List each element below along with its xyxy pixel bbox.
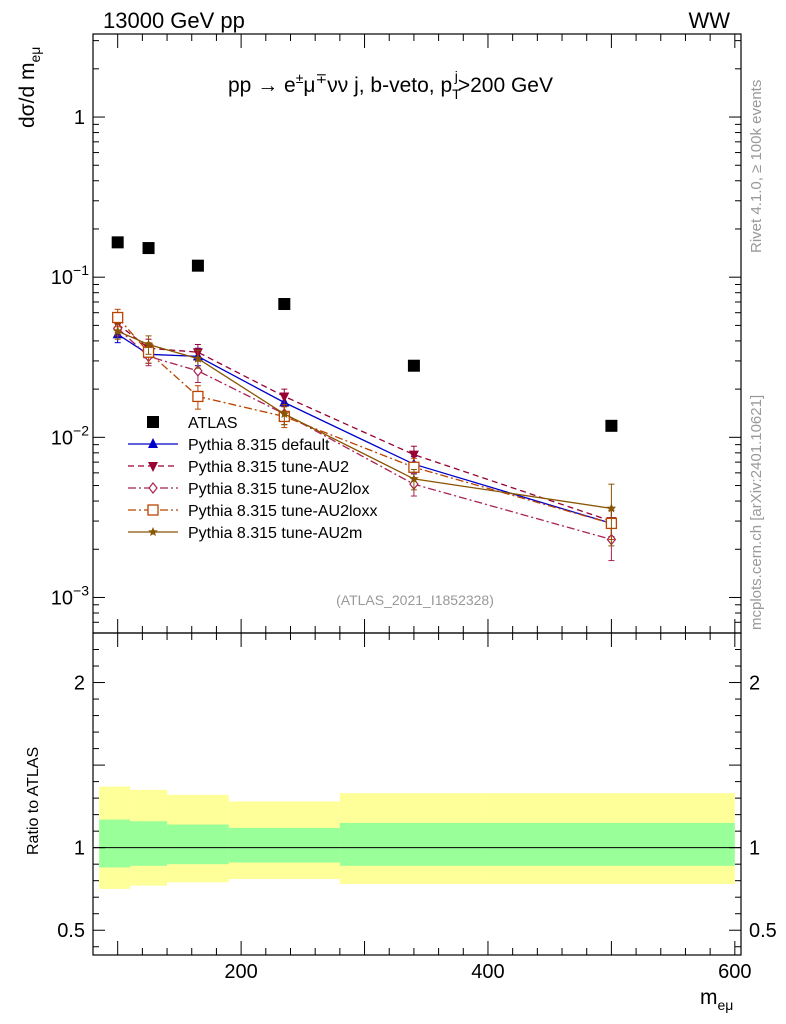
data-marker-star bbox=[193, 353, 203, 363]
data-marker-square bbox=[407, 359, 420, 372]
main-plot-frame bbox=[92, 33, 742, 634]
data-marker-open-square bbox=[112, 311, 124, 324]
series-line bbox=[117, 330, 612, 510]
rivet-version-label: Rivet 4.1.0, ≥ 100k events bbox=[748, 80, 765, 253]
data-marker-diamond bbox=[148, 482, 158, 494]
y-tick-label: 10−1 bbox=[51, 262, 89, 289]
data-marker-star bbox=[606, 503, 617, 513]
series-0 bbox=[111, 236, 618, 432]
x-axis-label: meμ bbox=[700, 986, 733, 1013]
inner-band-bin bbox=[167, 824, 229, 865]
legend: ATLAS Pythia 8.315 default Pythia 8.315 tu… bbox=[128, 415, 377, 542]
y-tick-label: 10−2 bbox=[51, 422, 89, 449]
legend-entry: ATLAS bbox=[147, 415, 238, 432]
data-marker-open-square bbox=[192, 390, 204, 403]
data-marker-star bbox=[143, 339, 154, 349]
data-marker-star bbox=[112, 326, 123, 336]
process-label: WW bbox=[688, 8, 730, 33]
legend-label: Pythia 8.315 tune-AU2m bbox=[188, 525, 362, 542]
data-marker-triangle-down bbox=[408, 450, 419, 461]
legend-entry: Pythia 8.315 tune-AU2lox bbox=[128, 481, 369, 498]
data-marker-square bbox=[142, 242, 155, 255]
series-line bbox=[117, 317, 612, 525]
legend-entry: Pythia 8.315 tune-AU2loxx bbox=[128, 503, 377, 520]
y-axis-label: dσ/d meμ bbox=[16, 47, 43, 128]
legend-label: Pythia 8.315 tune-AU2 bbox=[188, 459, 349, 476]
series-line bbox=[117, 323, 612, 522]
data-marker-star bbox=[279, 408, 290, 418]
inner-band-bin bbox=[99, 819, 131, 868]
data-marker-star bbox=[148, 527, 158, 536]
data-marker-square bbox=[605, 419, 618, 432]
analysis-watermark: (ATLAS_2021_I1852328) bbox=[336, 592, 494, 608]
ratio-y-tick-label-right: 0.5 bbox=[749, 920, 777, 942]
legend-label: Pythia 8.315 tune-AU2lox bbox=[188, 481, 369, 498]
legend-entry: Pythia 8.315 default bbox=[128, 437, 330, 454]
data-marker-square bbox=[278, 298, 291, 311]
data-marker-open-square bbox=[147, 504, 159, 516]
legend-entry: Pythia 8.315 tune-AU2 bbox=[128, 459, 349, 476]
data-marker-star bbox=[409, 473, 419, 483]
data-marker-square bbox=[111, 236, 124, 249]
inner-band-bin bbox=[130, 821, 168, 866]
inner-band-bin bbox=[339, 822, 488, 866]
axis-ticks: 1 10−1 10−2 10−3 200 400 600 2 2 1 1 0.5 0.5 bbox=[51, 34, 777, 983]
data-marker-triangle-down bbox=[148, 462, 158, 472]
collision-label: 13000 GeV pp bbox=[103, 8, 245, 33]
x-tick-label: 400 bbox=[471, 961, 504, 983]
x-tick-label: 600 bbox=[718, 961, 751, 983]
legend-label: ATLAS bbox=[188, 415, 238, 432]
inner-band-bin bbox=[487, 822, 735, 866]
legend-label: Pythia 8.315 tune-AU2loxx bbox=[188, 503, 377, 520]
ratio-bands bbox=[93, 786, 741, 889]
data-marker-triangle-up bbox=[148, 438, 158, 448]
chart-title: pp → e±μ∓νν j, b-veto, pTj>200 GeV bbox=[228, 68, 553, 102]
series-layer bbox=[111, 236, 618, 562]
ratio-y-tick-label: 2 bbox=[74, 673, 85, 695]
mcplots-label: mcplots.cern.ch [arXiv:2401.10621] bbox=[748, 395, 765, 630]
ratio-y-axis-label: Ratio to ATLAS bbox=[25, 747, 42, 855]
x-tick-label: 200 bbox=[224, 961, 257, 983]
ratio-y-tick-label: 0.5 bbox=[57, 920, 85, 942]
ratio-plot-frame bbox=[92, 632, 742, 956]
ratio-y-tick-label-right: 2 bbox=[749, 673, 760, 695]
y-tick-label: 1 bbox=[74, 107, 85, 129]
data-marker-triangle-down bbox=[279, 392, 290, 403]
data-marker-square bbox=[191, 259, 204, 272]
series-5 bbox=[112, 323, 617, 547]
y-tick-label: 10−3 bbox=[51, 582, 89, 609]
legend-entry: Pythia 8.315 tune-AU2m bbox=[128, 525, 362, 542]
ratio-y-tick-label-right: 1 bbox=[749, 838, 760, 860]
inner-band-bin bbox=[228, 827, 340, 863]
data-marker-square bbox=[147, 416, 159, 428]
legend-label: Pythia 8.315 default bbox=[188, 437, 330, 454]
ratio-y-tick-label: 1 bbox=[74, 838, 85, 860]
